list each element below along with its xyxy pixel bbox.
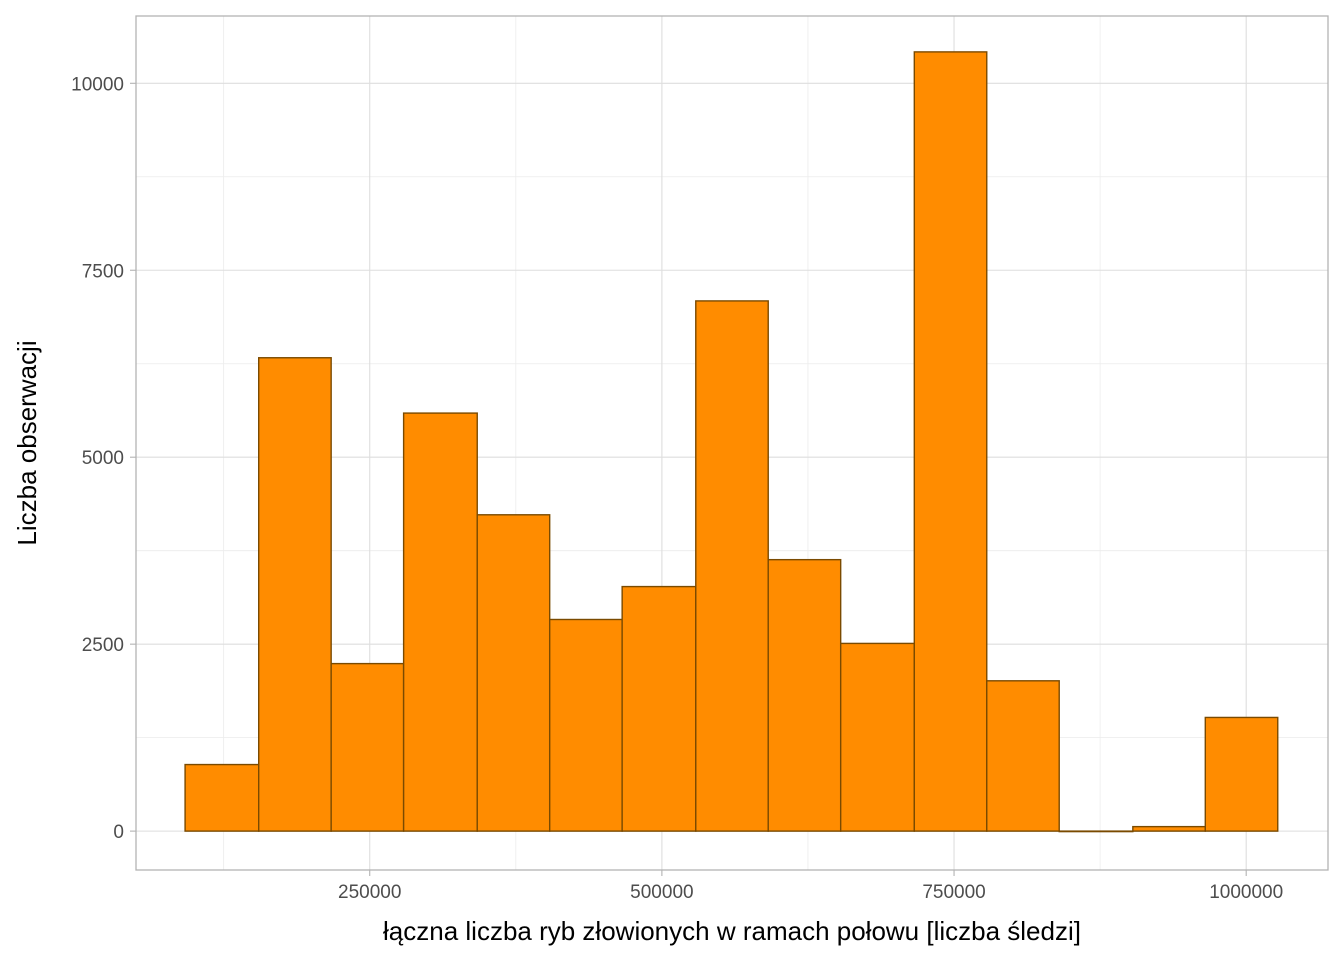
y-tick-label-1: 2500 [82, 635, 124, 656]
histogram-bar-8 [767, 558, 842, 832]
histogram-bar-9 [839, 642, 916, 832]
histogram-bar-12 [1058, 830, 1134, 833]
histogram-bar-14 [1204, 716, 1279, 832]
histogram-bar-6 [621, 585, 697, 832]
x-tick-label-1: 500000 [630, 882, 693, 903]
histogram-bar-10 [913, 51, 988, 832]
histogram-bar-2 [330, 662, 405, 832]
histogram-bar-11 [986, 680, 1060, 832]
x-tick-label-3: 1000000 [1209, 882, 1283, 903]
y-axis-title: Liczba obserwacji [12, 340, 42, 545]
histogram-bar-3 [402, 412, 478, 832]
ticks-layer: 250000 500000 750000 1000000 0 2500 5000 7500 10… [71, 74, 1283, 903]
y-tick-label-0: 0 [113, 822, 124, 843]
histogram-bar-7 [695, 300, 769, 832]
histogram-bar-4 [476, 514, 551, 832]
histogram-bar-1 [258, 357, 332, 832]
y-tick-label-2: 5000 [82, 448, 124, 469]
histogram-bar-0 [184, 763, 260, 832]
histogram-bar-5 [548, 618, 623, 832]
histogram-bar-13 [1132, 825, 1206, 832]
x-tick-label-2: 750000 [922, 882, 985, 903]
x-tick-label-0: 250000 [338, 882, 401, 903]
bars-layer [184, 51, 1279, 833]
x-axis-title: łączna liczba ryb złowionych w ramach po… [383, 916, 1081, 946]
y-tick-label-3: 7500 [82, 261, 124, 282]
plot-panel-border [135, 15, 1329, 871]
y-tick-label-4: 10000 [71, 74, 124, 95]
